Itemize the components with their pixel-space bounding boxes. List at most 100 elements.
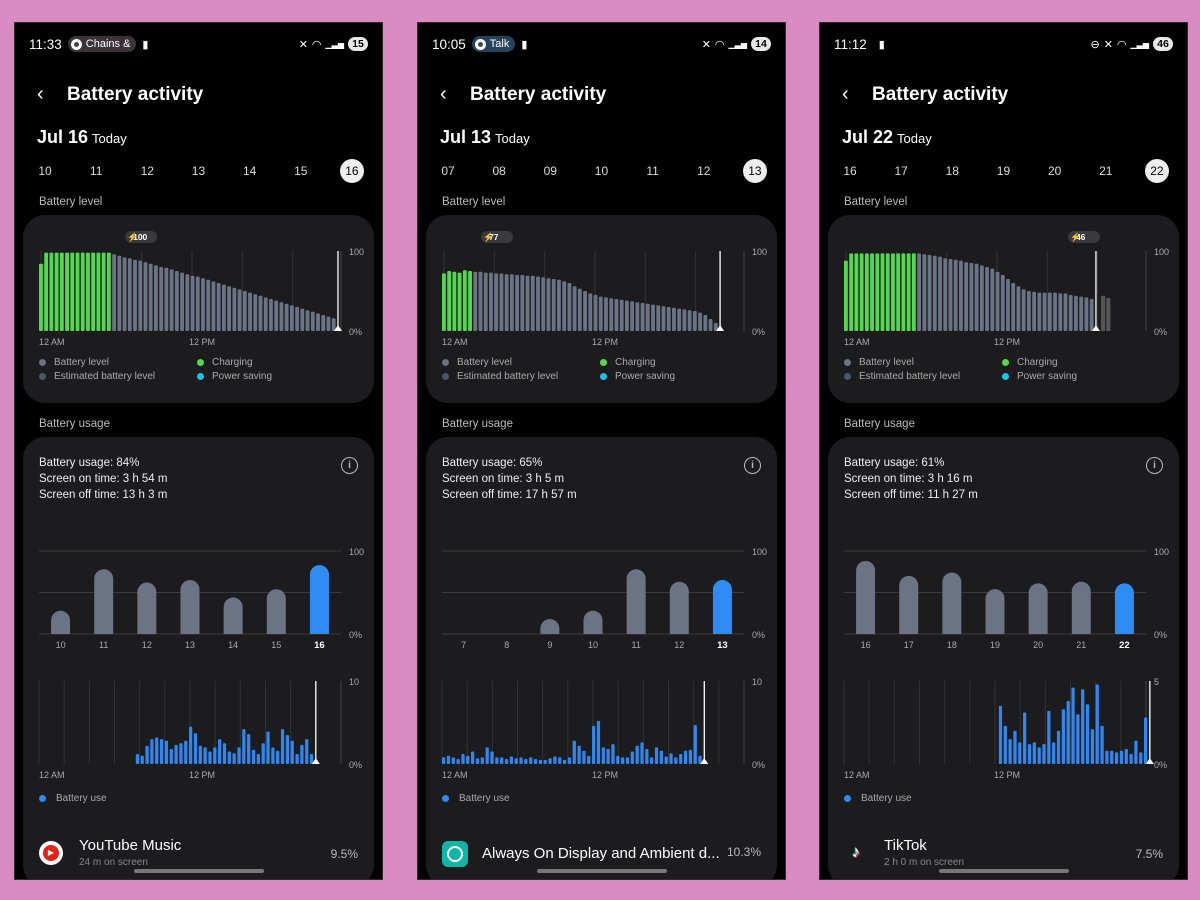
daily-usage-chart: 100 0% 7 8 9 10 11 12 13 10 0% 12 AM 12 PM bbox=[441, 547, 767, 780]
mute-icon: ✕ bbox=[1103, 38, 1113, 51]
estimated-level-bar bbox=[1100, 295, 1106, 331]
day-chip[interactable]: 16 bbox=[339, 159, 364, 183]
day-chip[interactable]: 19 bbox=[996, 164, 1011, 178]
day-chip[interactable]: 18 bbox=[945, 164, 959, 178]
hourly-use-bar bbox=[543, 759, 547, 764]
day-chip[interactable]: 08 bbox=[492, 164, 506, 178]
battery-level-bar bbox=[504, 274, 509, 331]
back-arrow-icon[interactable]: ‹ bbox=[440, 83, 447, 105]
day-chip[interactable]: 11 bbox=[89, 164, 103, 178]
home-indicator[interactable] bbox=[536, 869, 667, 873]
hourly-use-bar bbox=[261, 743, 265, 764]
hourly-use-bar bbox=[679, 754, 683, 764]
battery-level-bar bbox=[567, 283, 572, 331]
page-title: Battery activity bbox=[67, 83, 204, 105]
battery-level-bar bbox=[551, 279, 556, 331]
wifi-icon: ◠ bbox=[1116, 38, 1127, 51]
x-label-noon: 12 PM bbox=[592, 337, 618, 347]
battery-level-bar bbox=[1068, 295, 1073, 331]
day-chip[interactable]: 20 bbox=[1047, 164, 1062, 178]
hourly-use-bar bbox=[466, 755, 470, 764]
battery-level-bar bbox=[917, 253, 922, 331]
hourly-use-bar bbox=[145, 745, 149, 764]
page-header: ‹ Battery activity bbox=[842, 83, 1008, 106]
battery-level-bar bbox=[447, 271, 452, 331]
home-indicator[interactable] bbox=[938, 869, 1069, 873]
day-chip[interactable]: 17 bbox=[894, 164, 908, 178]
day-chip[interactable]: 13 bbox=[191, 164, 206, 178]
battery-level-bar bbox=[462, 270, 467, 331]
bolt-icon: ⚡ bbox=[483, 232, 494, 243]
home-indicator[interactable] bbox=[133, 869, 264, 873]
back-arrow-icon[interactable]: ‹ bbox=[842, 83, 849, 105]
daily-usage-day-label: 13 bbox=[185, 640, 195, 650]
battery-level-bar bbox=[645, 303, 650, 331]
daily-usage-bar bbox=[540, 619, 560, 634]
battery-level-bar bbox=[91, 252, 96, 331]
battery-level-bar bbox=[948, 259, 953, 331]
day-chip[interactable]: 15 bbox=[294, 164, 308, 178]
info-icon[interactable]: i bbox=[744, 457, 761, 474]
bolt-icon: ⚡ bbox=[127, 232, 138, 243]
battery-level-bar bbox=[39, 263, 43, 331]
signal-icon: ▁▃▅ bbox=[325, 39, 344, 49]
day-chip[interactable]: 11 bbox=[646, 164, 659, 178]
battery-level-card: 100 0% 77 ⚡ 12 AM 12 PM Battery level Charging E… bbox=[426, 215, 777, 403]
day-chip[interactable]: 22 bbox=[1144, 159, 1169, 183]
battery-level-bar bbox=[1000, 275, 1005, 331]
y-max-label: 100 bbox=[1154, 547, 1169, 557]
call-icon bbox=[70, 38, 82, 50]
battery-level-bar bbox=[1016, 286, 1021, 331]
hourly-use-bar bbox=[1013, 730, 1017, 764]
back-arrow-icon[interactable]: ‹ bbox=[37, 83, 44, 105]
daily-usage-bar bbox=[1114, 583, 1134, 634]
day-chip[interactable]: 21 bbox=[1099, 164, 1113, 178]
day-chip[interactable]: 09 bbox=[543, 164, 557, 178]
page-header: ‹ Battery activity bbox=[440, 83, 606, 106]
day-chip[interactable]: 14 bbox=[242, 164, 257, 178]
hourly-use-bar bbox=[1090, 729, 1095, 764]
hourly-use-bar bbox=[587, 755, 591, 764]
battery-level-bar bbox=[974, 263, 979, 331]
battery-level-bar bbox=[666, 307, 671, 331]
battery-level-bar bbox=[864, 253, 869, 331]
day-chip[interactable]: 13 bbox=[742, 159, 767, 183]
day-selector: 10 11 12 13 14 15 16 bbox=[29, 159, 368, 183]
battery-level-bar bbox=[1053, 292, 1057, 331]
battery-level-bar bbox=[127, 258, 132, 331]
notification-pill[interactable]: Chains & bbox=[67, 36, 137, 52]
phone-screen: 11:33 Chains & ▮ ✕ ◠ ▁▃▅ 15 ‹ Battery activity Ju… bbox=[14, 22, 383, 880]
day-chip[interactable]: 16 bbox=[843, 164, 857, 178]
hourly-use-bar bbox=[480, 757, 484, 764]
notification-pill[interactable]: Talk bbox=[471, 36, 516, 52]
day-chip[interactable]: 10 bbox=[38, 164, 52, 178]
call-icon bbox=[474, 38, 486, 50]
battery-level-bar bbox=[70, 252, 75, 331]
info-icon[interactable]: i bbox=[1146, 457, 1163, 474]
info-icon[interactable]: i bbox=[341, 457, 358, 474]
app-usage-row[interactable]: ♪ TikTok 2 h 0 m on screen 7.5% bbox=[844, 837, 1167, 877]
battery-level-bar bbox=[494, 273, 499, 331]
day-chip[interactable]: 10 bbox=[594, 164, 609, 178]
battery-level-bar bbox=[1079, 296, 1084, 331]
hourly-use-bar bbox=[533, 759, 538, 764]
legend-swatch bbox=[600, 373, 607, 380]
legend-label: Battery use bbox=[459, 793, 510, 804]
battery-level-bar bbox=[609, 298, 614, 331]
battery-level-card: 100 0% 100 ⚡ 12 AM 12 PM Battery level Charging… bbox=[23, 215, 374, 403]
day-chip[interactable]: 12 bbox=[140, 164, 154, 178]
day-chip[interactable]: 12 bbox=[697, 164, 711, 178]
battery-level-bar bbox=[258, 295, 263, 331]
battery-level-bar bbox=[990, 268, 995, 331]
battery-level-bar bbox=[901, 253, 906, 331]
battery-level-bar bbox=[326, 316, 331, 331]
hourly-use-bar bbox=[495, 757, 499, 764]
hourly-use-bar bbox=[159, 739, 164, 764]
day-chip[interactable]: 07 bbox=[441, 164, 455, 178]
app-usage-row[interactable]: Always On Display and Ambient d... 10.3% bbox=[442, 837, 765, 877]
battery-level-bar bbox=[86, 252, 90, 331]
battery-use-legend: Battery use bbox=[442, 793, 510, 804]
y-min-label: 0% bbox=[349, 760, 362, 770]
dnd-icon: ⊖ bbox=[1090, 38, 1100, 51]
app-usage-row[interactable]: ▶ YouTube Music 24 m on screen 9.5% bbox=[39, 837, 362, 877]
